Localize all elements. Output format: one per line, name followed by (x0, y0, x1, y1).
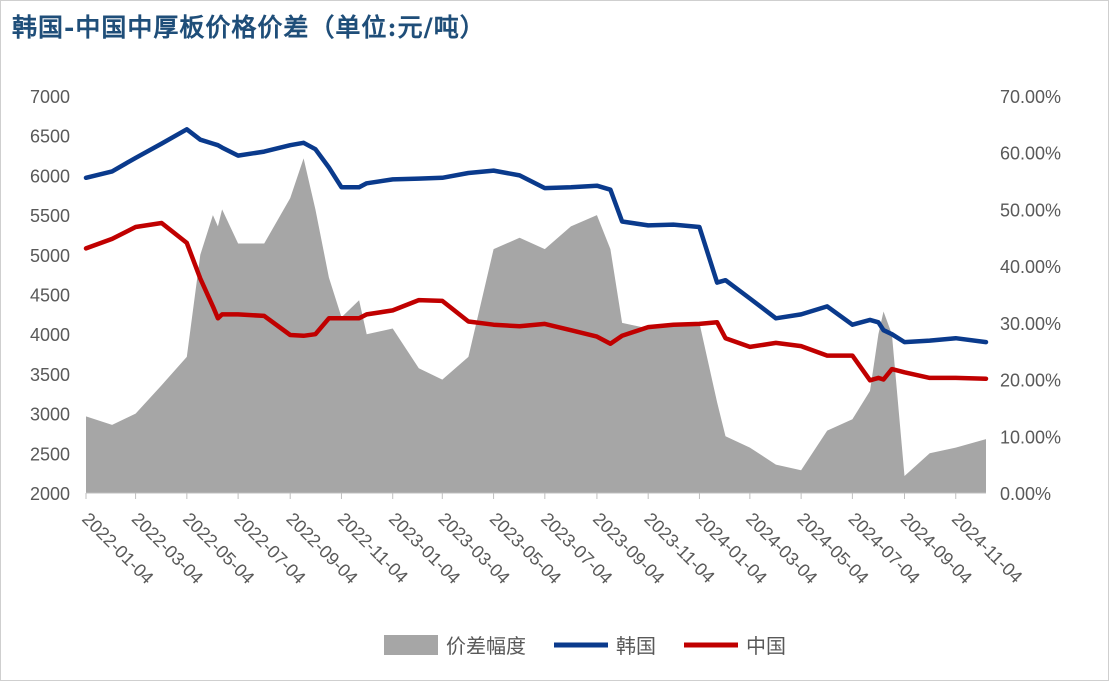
legend: 价差幅度 韩国 中国 (384, 634, 786, 658)
y-tick-label: 5500 (30, 206, 70, 226)
y-tick-label: 2000 (30, 484, 70, 504)
legend-label-0: 价差幅度 (446, 634, 526, 658)
y2-tick-label: 20.00% (1000, 371, 1061, 391)
y-tick-label: 5000 (30, 246, 70, 266)
y-tick-label: 6000 (30, 166, 70, 186)
y2-tick-label: 40.00% (1000, 257, 1061, 277)
y-tick-label: 3500 (30, 365, 70, 385)
y2-tick-label: 70.00% (1000, 87, 1061, 107)
y2-tick-label: 0.00% (1000, 484, 1051, 504)
chart-title: 韩国-中国中厚板价格价差（单位:元/吨） (12, 13, 486, 42)
series-line-2 (83, 220, 989, 383)
y-tick-label: 3000 (30, 405, 70, 425)
y-tick-label: 4000 (30, 325, 70, 345)
series-line-1 (83, 127, 989, 345)
y-tick-label: 2500 (30, 444, 70, 464)
legend-swatch-0 (384, 635, 438, 655)
y2-tick-label: 60.00% (1000, 144, 1061, 164)
y-tick-label: 4500 (30, 286, 70, 306)
y2-tick-label: 10.00% (1000, 427, 1061, 447)
y2-tick-label: 30.00% (1000, 314, 1061, 334)
y-tick-label: 6500 (30, 127, 70, 147)
legend-label-1: 韩国 (616, 634, 656, 658)
legend-label-2: 中国 (746, 634, 786, 658)
line-layer (83, 127, 989, 383)
y-tick-label: 7000 (30, 87, 70, 107)
y2-tick-label: 50.00% (1000, 200, 1061, 220)
